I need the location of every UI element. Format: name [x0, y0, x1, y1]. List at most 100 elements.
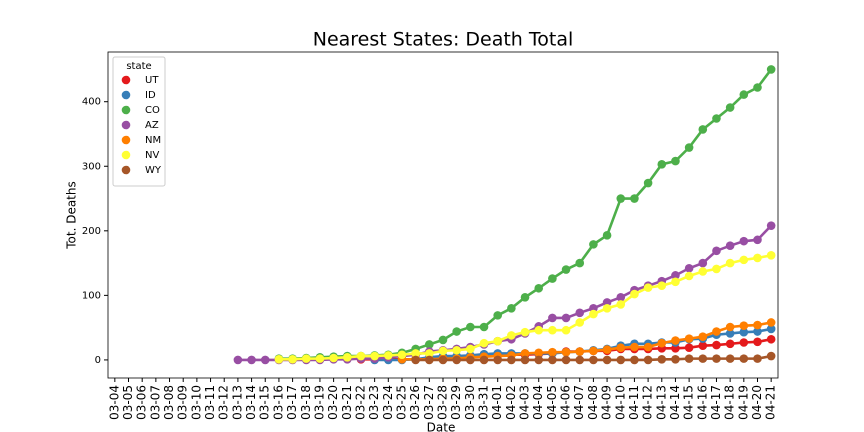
x-tick-label: 03-20: [326, 385, 340, 420]
x-tick-label: 03-16: [271, 385, 285, 420]
data-point: [425, 340, 434, 349]
data-point: [739, 255, 749, 265]
legend-label: CO: [145, 105, 160, 116]
data-point: [493, 311, 502, 320]
data-point: [616, 194, 626, 203]
data-point: [657, 354, 667, 364]
data-point: [602, 303, 612, 313]
x-tick-label: 04-19: [736, 385, 750, 420]
data-point: [438, 346, 448, 356]
data-point: [602, 345, 612, 354]
data-point: [643, 355, 653, 365]
data-point: [766, 324, 776, 334]
x-tick-label: 03-24: [381, 385, 395, 420]
chart-title: Nearest States: Death Total: [313, 29, 574, 51]
data-point: [766, 318, 776, 327]
data-point: [561, 347, 571, 357]
data-point: [589, 355, 598, 365]
x-tick-label: 04-20: [750, 385, 764, 420]
data-point: [548, 313, 557, 323]
data-point: [260, 355, 270, 365]
data-point: [589, 240, 598, 249]
legend-marker: [121, 105, 131, 115]
x-tick-label: 04-08: [586, 385, 600, 420]
data-point: [712, 264, 721, 274]
y-tick-label: 100: [82, 290, 101, 301]
legend-marker: [121, 150, 131, 160]
x-tick-label: 03-10: [189, 385, 203, 420]
data-point: [479, 338, 489, 348]
data-point: [548, 355, 557, 365]
data-point: [425, 355, 434, 365]
x-tick-label: 04-11: [627, 385, 641, 420]
x-tick-label: 04-21: [764, 385, 778, 420]
data-point: [725, 241, 735, 250]
data-point: [561, 325, 571, 335]
data-point: [684, 334, 694, 343]
data-point: [575, 347, 585, 356]
data-point: [561, 355, 571, 365]
data-point: [589, 346, 598, 356]
x-tick-label: 03-26: [408, 385, 422, 420]
data-point: [438, 335, 448, 345]
data-point: [466, 344, 475, 354]
data-point: [575, 258, 585, 268]
legend-marker: [121, 75, 131, 85]
data-point: [739, 354, 749, 363]
legend-label: NV: [145, 150, 159, 161]
data-point: [616, 343, 626, 352]
x-tick-label: 03-31: [477, 385, 491, 420]
x-tick-label: 03-19: [312, 385, 326, 420]
x-tick-label: 03-06: [135, 385, 149, 420]
data-point: [671, 336, 680, 345]
data-point: [616, 300, 626, 309]
data-point: [725, 322, 735, 332]
data-point: [507, 331, 516, 340]
data-point: [684, 271, 694, 281]
data-point: [438, 355, 448, 365]
data-point: [739, 90, 749, 99]
data-point: [520, 349, 530, 358]
x-tick-label: 03-30: [463, 385, 477, 420]
data-point: [452, 327, 461, 336]
x-axis-label: Date: [427, 421, 456, 432]
data-point: [274, 354, 284, 364]
data-point: [657, 281, 667, 290]
data-point: [589, 309, 598, 319]
data-point: [575, 308, 585, 318]
data-point: [753, 327, 762, 336]
data-point: [288, 354, 297, 364]
data-point: [356, 351, 366, 361]
data-point: [630, 342, 639, 352]
x-tick-label: 03-22: [353, 385, 367, 420]
x-tick-label: 03-21: [340, 385, 354, 420]
data-point: [725, 258, 735, 268]
data-point: [575, 355, 585, 365]
data-point: [233, 355, 243, 365]
data-point: [548, 325, 557, 335]
data-point: [575, 318, 585, 327]
data-point: [753, 253, 762, 263]
data-point: [657, 160, 667, 169]
data-point: [698, 267, 708, 276]
legend-label: AZ: [145, 120, 159, 131]
data-point: [643, 342, 653, 352]
data-point: [602, 355, 612, 365]
data-point: [739, 321, 749, 331]
data-point: [602, 231, 612, 240]
data-point: [725, 103, 735, 112]
x-tick-label: 04-14: [668, 385, 682, 420]
x-tick-label: 03-07: [148, 385, 162, 420]
x-tick-label: 04-09: [600, 385, 614, 420]
x-tick-label: 04-15: [682, 385, 696, 420]
data-point: [643, 178, 653, 188]
x-tick-label: 04-01: [490, 385, 504, 420]
data-point: [630, 289, 639, 299]
x-tick-label: 03-17: [285, 385, 299, 420]
y-tick-label: 300: [82, 161, 101, 172]
data-point: [397, 350, 407, 360]
x-tick-label: 04-07: [572, 385, 586, 420]
data-point: [630, 355, 639, 365]
y-axis-label: Tot. Deaths: [65, 181, 79, 250]
